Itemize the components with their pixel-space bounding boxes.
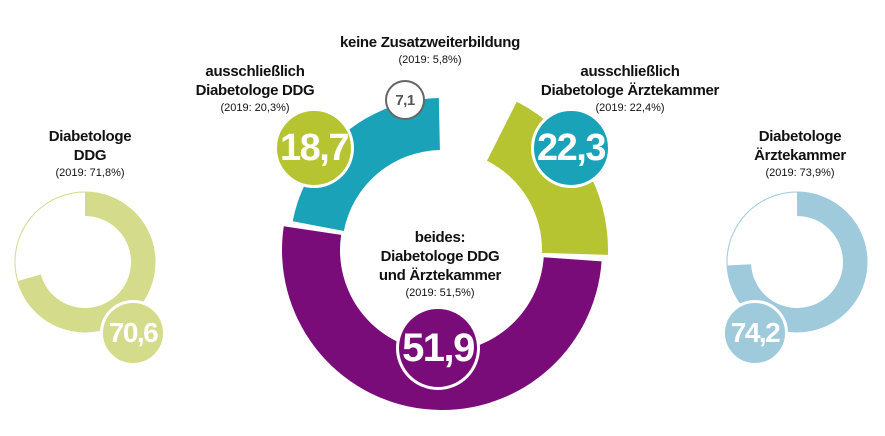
label-both: beides: Diabetologe DDG und Ärztekammer … xyxy=(355,228,525,301)
label-both-line3: und Ärztekammer xyxy=(378,267,502,284)
label-aek-only-line2: Diabetologe Ärztekammer xyxy=(540,82,720,99)
label-right-note: (2019: 73,9%) xyxy=(765,167,835,179)
label-ddg-only-note: (2019: 20,3%) xyxy=(220,102,290,114)
label-keine: keine Zusatzweiterbildung (2019: 5,8%) xyxy=(330,33,530,68)
label-both-line1: beides: xyxy=(414,229,466,246)
label-keine-title: keine Zusatzweiterbildung xyxy=(339,34,521,51)
label-right: Diabetologe Ärztekammer (2019: 73,9%) xyxy=(735,127,865,181)
label-right-line1: Diabetologe xyxy=(758,128,842,145)
value-bubble-aek-only: 22,3 xyxy=(531,108,611,188)
value-bubble-keine: 7,1 xyxy=(385,80,425,120)
slice-both xyxy=(282,226,602,410)
label-right-line2: Ärztekammer xyxy=(754,147,846,164)
right-donut xyxy=(726,191,868,333)
label-ddg-only-line1: ausschließlich xyxy=(205,63,305,80)
donut-value-arc xyxy=(17,192,155,332)
label-both-line2: Diabetologe DDG xyxy=(380,248,500,265)
label-ddg-only-line2: Diabetologe DDG xyxy=(195,82,315,99)
value-bubble-both: 51,9 xyxy=(396,306,480,390)
label-aek-only-note: (2019: 22,4%) xyxy=(595,102,665,114)
value-bubble-ddg-only: 18,7 xyxy=(274,108,354,188)
label-aek-only: ausschließlich Diabetologe Ärztekammer (… xyxy=(520,62,740,116)
label-both-note: (2019: 51,5%) xyxy=(405,287,475,299)
label-left-line1: Diabetologe xyxy=(48,128,132,145)
label-keine-note: (2019: 5,8%) xyxy=(398,54,462,66)
value-bubble-right: 74,2 xyxy=(722,300,788,366)
label-left-note: (2019: 71,8%) xyxy=(55,167,125,179)
left-donut xyxy=(14,191,156,333)
value-bubble-left: 70,6 xyxy=(100,300,166,366)
label-left: Diabetologe DDG (2019: 71,8%) xyxy=(30,127,150,181)
slice-aek_only xyxy=(292,98,440,232)
label-ddg-only: ausschließlich Diabetologe DDG (2019: 20… xyxy=(175,62,335,116)
label-aek-only-line1: ausschließlich xyxy=(580,63,680,80)
label-left-line2: DDG xyxy=(73,147,107,164)
donut-value-arc xyxy=(727,192,868,332)
